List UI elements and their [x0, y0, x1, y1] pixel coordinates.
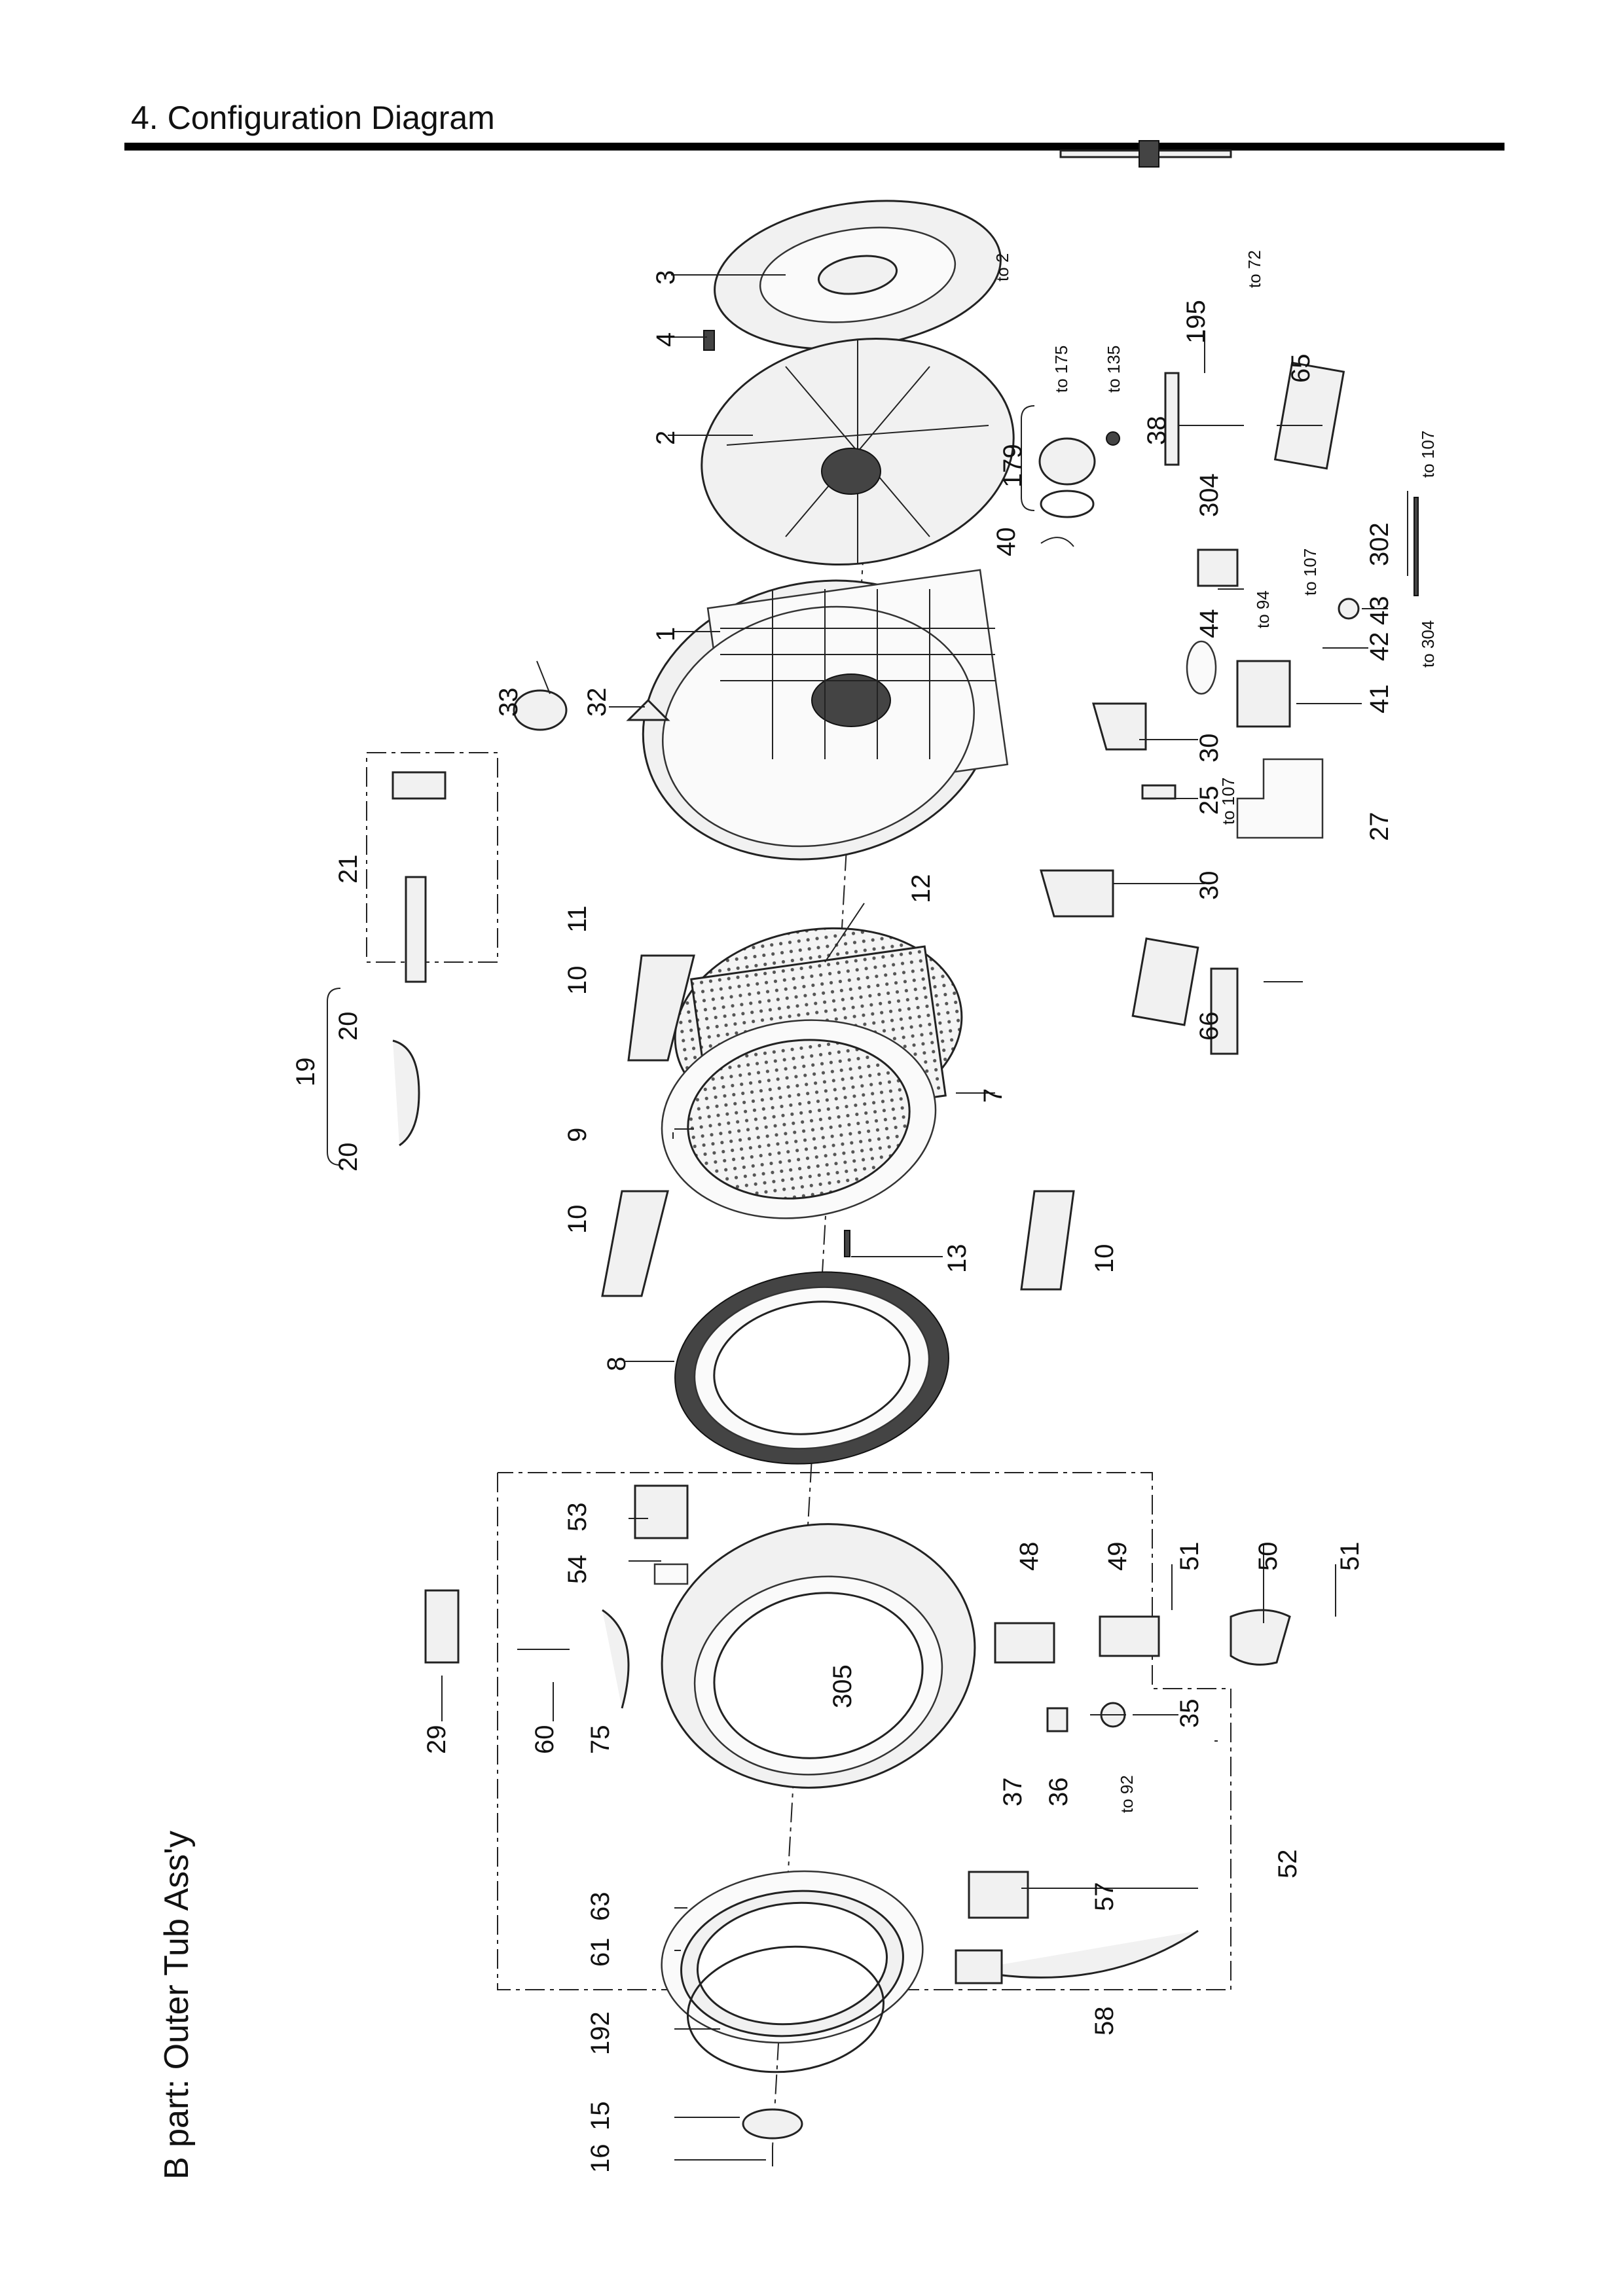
- callout-labels: 1 2 3 4 7 8 9 10 10 10 10 11 12 13 15 16…: [291, 270, 1394, 2173]
- part-bolt-4: [703, 330, 715, 351]
- connection-label: to 107: [1218, 778, 1238, 825]
- callout-label: 21: [334, 855, 363, 884]
- callout-label: 304: [1195, 473, 1224, 517]
- callout-label: 35: [1175, 1699, 1204, 1729]
- callout-label: 30: [1195, 734, 1224, 763]
- part-door-gasket: [661, 1870, 924, 2073]
- part-outer-tub-rear: [642, 569, 1009, 861]
- callout-label: 1: [651, 627, 680, 641]
- part-outer-tub-front: [661, 1523, 976, 1789]
- callout-label: 36: [1044, 1778, 1073, 1807]
- callout-label: 41: [1365, 685, 1394, 714]
- callout-label: 9: [563, 1128, 592, 1142]
- callout-label: 51: [1336, 1542, 1364, 1571]
- callout-label: 44: [1195, 609, 1224, 639]
- callout-label: 42: [1365, 632, 1394, 662]
- callout-label: 65: [1286, 354, 1315, 384]
- connection-label: to 107: [1418, 431, 1438, 478]
- callout-label: 11: [563, 905, 592, 933]
- callout-label: 16: [586, 2144, 615, 2174]
- connection-label: to 2: [993, 253, 1012, 281]
- callout-label: 66: [1195, 1012, 1224, 1041]
- connection-label: to 135: [1104, 346, 1123, 393]
- callout-label: 25: [1195, 786, 1224, 816]
- callout-label: 7: [979, 1088, 1008, 1103]
- callout-label: 19: [291, 1058, 320, 1087]
- connection-label: to 175: [1051, 346, 1071, 393]
- callout-label: 61: [586, 1938, 615, 1967]
- callout-label: 40: [992, 528, 1021, 557]
- callout-label: 27: [1365, 812, 1394, 842]
- callout-label: 4: [651, 332, 680, 347]
- callout-label: 8: [602, 1357, 631, 1371]
- callout-label: 20: [334, 1012, 363, 1041]
- callout-label: 2: [651, 431, 680, 445]
- callout-label: 33: [494, 688, 523, 717]
- connection-label: to 72: [1245, 250, 1264, 288]
- callout-label: 75: [586, 1725, 615, 1755]
- callout-label: 58: [1090, 2007, 1119, 2036]
- callout-label: 48: [1015, 1542, 1044, 1571]
- callout-label: 3: [651, 270, 680, 285]
- group-box-52: [497, 1472, 1231, 1990]
- callout-label: 32: [583, 688, 611, 717]
- callout-label: 20: [334, 1143, 363, 1172]
- callout-label: 49: [1103, 1542, 1132, 1571]
- callout-label: 29: [422, 1725, 451, 1755]
- connection-label: to 94: [1253, 590, 1273, 628]
- callout-label: 10: [563, 966, 592, 996]
- callout-label: 50: [1254, 1542, 1283, 1571]
- callout-label: 192: [586, 2011, 615, 2055]
- callout-label: 37: [998, 1778, 1027, 1807]
- callout-label: 30: [1195, 871, 1224, 901]
- connection-label: to 107: [1300, 548, 1320, 596]
- connection-label: to 92: [1117, 1775, 1137, 1813]
- part-balancer-ring: [674, 1271, 949, 1465]
- callout-label: 54: [563, 1555, 592, 1585]
- callout-label: 63: [586, 1892, 615, 1922]
- callout-label: 305: [828, 1664, 857, 1708]
- callout-label: 51: [1175, 1542, 1204, 1571]
- callout-label: 195: [1182, 300, 1211, 344]
- callout-label: 52: [1273, 1850, 1302, 1879]
- callout-label: 10: [1090, 1244, 1119, 1274]
- callout-label: 10: [563, 1205, 592, 1234]
- part-drum: [661, 927, 963, 1219]
- callout-label: 179: [998, 444, 1027, 488]
- part-tripod: [701, 337, 1015, 566]
- callout-label: 12: [907, 874, 936, 904]
- callout-label: 38: [1142, 416, 1171, 446]
- callout-label: 302: [1365, 522, 1394, 566]
- callout-label: 57: [1090, 1882, 1119, 1912]
- callout-label: 53: [563, 1503, 592, 1532]
- callout-label: 43: [1365, 596, 1394, 626]
- callout-label: 60: [530, 1725, 559, 1755]
- leader-lines: [441, 274, 1408, 2161]
- part-cap-15: [742, 2108, 803, 2166]
- page-title: 4. Configuration Diagram: [131, 99, 495, 136]
- callout-label: 13: [943, 1244, 972, 1274]
- callout-label: 15: [586, 2102, 615, 2131]
- bracket-179: [1021, 405, 1035, 511]
- connection-references: to 2 to 72 to 175 to 135 to 107 to 94 to…: [993, 250, 1438, 1813]
- connection-label: to 304: [1418, 620, 1438, 668]
- bracket-19: [327, 988, 341, 1166]
